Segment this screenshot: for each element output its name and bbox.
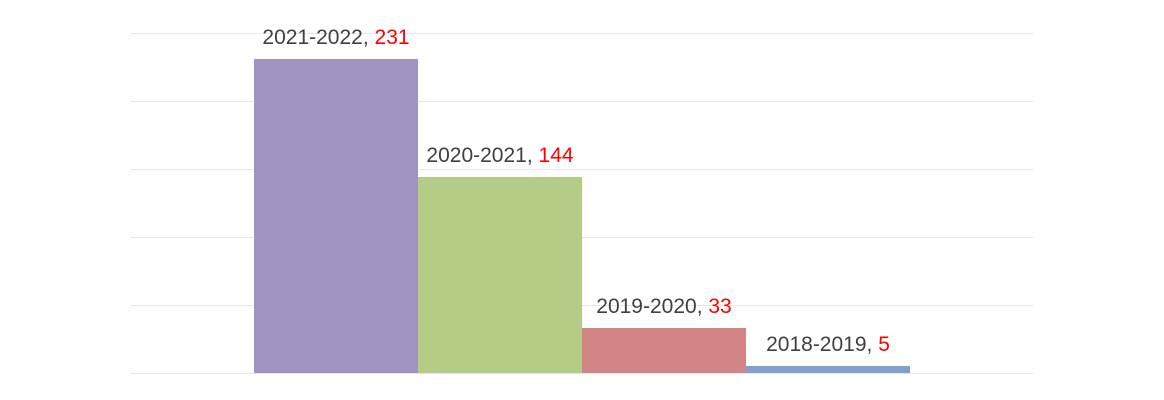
gridline-y250 [130, 33, 1033, 34]
data-label-category: 2019-2020 [596, 295, 697, 318]
data-label-value: 231 [374, 26, 410, 49]
gridline-y150 [130, 169, 1033, 170]
bar-2021-2022 [254, 59, 418, 373]
data-label-separator: , [696, 295, 709, 318]
data-label-2020-2021: 2020-2021, 144 [426, 143, 573, 169]
data-label-category: 2021-2022 [262, 26, 363, 49]
data-label-category: 2020-2021 [426, 144, 527, 167]
bar-2019-2020 [582, 328, 746, 373]
data-label-category: 2018-2019 [766, 333, 867, 356]
data-label-value: 5 [878, 333, 890, 356]
bar-2020-2021 [418, 177, 582, 373]
bar-2018-2019 [746, 366, 910, 373]
data-label-value: 144 [538, 144, 574, 167]
data-label-2021-2022: 2021-2022, 231 [262, 25, 409, 51]
data-label-separator: , [362, 26, 375, 49]
data-label-2019-2020: 2019-2020, 33 [596, 294, 731, 320]
data-label-separator: , [866, 333, 879, 356]
gridline-y200 [130, 101, 1033, 102]
gridline-y0 [130, 373, 1033, 374]
data-label-value: 33 [708, 295, 732, 318]
data-label-2018-2019: 2018-2019, 5 [766, 332, 890, 358]
data-label-separator: , [526, 144, 539, 167]
